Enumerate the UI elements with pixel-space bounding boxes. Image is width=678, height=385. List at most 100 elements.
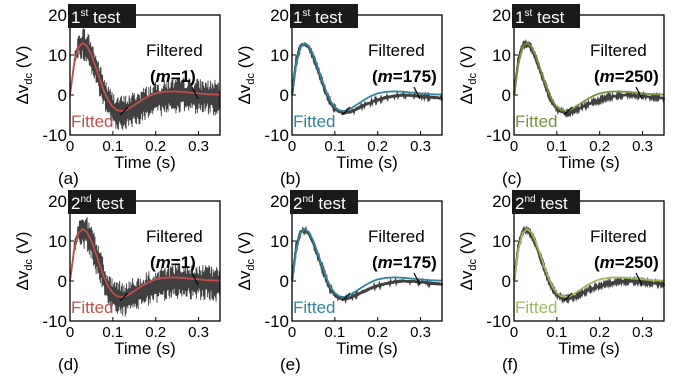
y-axis-label-subscript: dc xyxy=(467,258,479,270)
y-axis-label: Δvdc (V) xyxy=(235,46,257,105)
fitted-pointer xyxy=(119,292,129,302)
y-axis-label-subscript: dc xyxy=(245,72,257,84)
x-tick-label: 0.2 xyxy=(367,324,388,341)
panel-label: (c) xyxy=(502,169,522,188)
fitted-pointer xyxy=(563,292,573,302)
x-tick-label: 0.1 xyxy=(324,324,345,341)
fitted-label: Fitted xyxy=(293,112,336,131)
plot-frame xyxy=(513,200,665,322)
filtered-pointer xyxy=(191,86,199,100)
x-tick-label: 0.3 xyxy=(410,324,431,341)
panel-label: (e) xyxy=(280,355,301,374)
m-label-open: ( xyxy=(372,67,378,86)
y-axis-label-subscript: dc xyxy=(245,258,257,270)
x-tick-label: 0.2 xyxy=(145,324,166,341)
fitted-label: Fitted xyxy=(71,298,114,317)
y-axis-label-unit: (V) xyxy=(235,232,254,259)
y-tick-label: 0 xyxy=(280,272,289,291)
fitted-series-line xyxy=(291,227,443,298)
filtered-pointer xyxy=(191,272,199,286)
test-label-superscript: nd xyxy=(302,194,313,205)
m-label-value: =1) xyxy=(171,253,196,272)
m-label-open: ( xyxy=(594,67,600,86)
test-label-text: test xyxy=(532,8,564,27)
m-label: (m=250) xyxy=(594,67,659,86)
test-label-number: 1 xyxy=(71,8,80,27)
y-tick-label: 0 xyxy=(280,86,289,105)
test-label-box xyxy=(290,190,358,214)
test-label-superscript: st xyxy=(302,8,310,19)
test-label-number: 2 xyxy=(293,194,302,213)
x-tick-label: 0.1 xyxy=(546,138,567,155)
plot-frame xyxy=(69,14,221,136)
y-tick-label: -10 xyxy=(264,126,289,145)
fitted-label: Fitted xyxy=(515,112,558,131)
m-label-variable: m xyxy=(156,67,171,86)
m-label: (m=250) xyxy=(594,253,659,272)
fitted-series-line xyxy=(69,227,221,298)
fitted-series-line xyxy=(513,41,665,112)
filtered-label: Filtered xyxy=(146,227,203,246)
x-tick-label: 0.1 xyxy=(102,138,123,155)
x-axis-label: Time (s) xyxy=(336,339,398,358)
m-label-open: ( xyxy=(150,67,156,86)
y-axis-label-unit: (V) xyxy=(457,232,476,259)
test-label-superscript: st xyxy=(80,8,88,19)
y-axis-label-main: Δv xyxy=(13,270,32,290)
x-tick-label: 0 xyxy=(66,324,74,341)
y-axis-label-main: Δv xyxy=(235,270,254,290)
fitted-series-line xyxy=(291,41,443,112)
y-tick-label: -10 xyxy=(42,312,67,331)
y-axis-label-unit: (V) xyxy=(457,46,476,73)
y-tick-label: -10 xyxy=(42,126,67,145)
panel-label: (d) xyxy=(58,355,79,374)
test-label-box xyxy=(512,190,580,214)
y-axis-label: Δvdc (V) xyxy=(457,232,479,291)
x-tick-label: 0.1 xyxy=(546,324,567,341)
y-tick-label: 20 xyxy=(48,6,67,25)
y-axis-label-subscript: dc xyxy=(23,258,35,270)
m-label-open: ( xyxy=(372,253,378,272)
test-label: 2nd test xyxy=(71,194,124,213)
fitted-pointer xyxy=(341,106,351,116)
test-label-number: 1 xyxy=(515,8,524,27)
m-label-variable: m xyxy=(378,253,393,272)
fitted-pointer xyxy=(341,292,351,302)
plot-frame xyxy=(291,200,443,322)
test-label-text: test xyxy=(536,194,568,213)
panel-label: (a) xyxy=(58,169,79,188)
y-axis-label-unit: (V) xyxy=(13,232,32,259)
x-tick-label: 0.1 xyxy=(102,324,123,341)
y-axis-label-unit: (V) xyxy=(235,46,254,73)
x-tick-label: 0.3 xyxy=(188,324,209,341)
x-tick-label: 0.2 xyxy=(589,138,610,155)
y-axis-label-main: Δv xyxy=(13,84,32,104)
y-tick-label: -10 xyxy=(486,312,511,331)
test-label: 1st test xyxy=(71,8,121,27)
y-tick-label: 10 xyxy=(492,232,511,251)
y-axis-label: Δvdc (V) xyxy=(13,46,35,105)
y-tick-label: 20 xyxy=(48,192,67,211)
fitted-pointer xyxy=(119,106,129,116)
y-axis-label: Δvdc (V) xyxy=(457,46,479,105)
y-tick-label: 10 xyxy=(492,46,511,65)
fitted-label: Fitted xyxy=(71,112,114,131)
y-axis-label-subscript: dc xyxy=(467,72,479,84)
y-axis-label-main: Δv xyxy=(457,270,476,290)
y-axis-label-unit: (V) xyxy=(13,46,32,73)
test-label: 1st test xyxy=(515,8,565,27)
y-axis-label: Δvdc (V) xyxy=(235,232,257,291)
test-label-box xyxy=(512,4,580,28)
test-label-superscript: nd xyxy=(524,194,535,205)
test-label-box xyxy=(68,190,136,214)
test-label-text: test xyxy=(92,194,124,213)
filtered-label: Filtered xyxy=(590,41,647,60)
filtered-pointer xyxy=(635,86,643,100)
filtered-pointer xyxy=(413,86,421,100)
filtered-label: Filtered xyxy=(146,41,203,60)
fitted-label: Fitted xyxy=(515,298,558,317)
